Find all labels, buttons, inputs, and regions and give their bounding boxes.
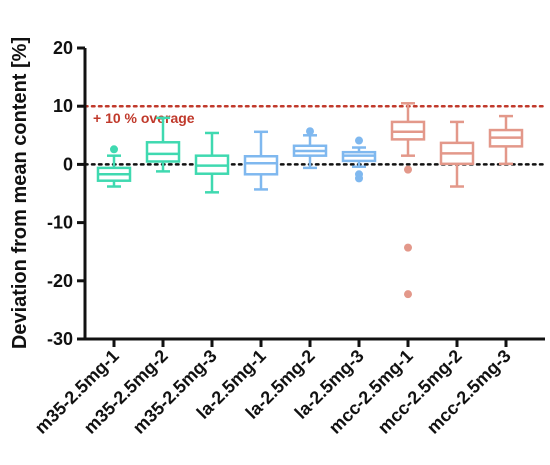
outlier-point [355, 174, 363, 183]
box-mcc-2.5mg-3 [488, 114, 524, 166]
y-tick-label: 0 [63, 154, 73, 174]
box-m35-2.5mg-1 [96, 145, 132, 188]
outlier-point [404, 290, 412, 299]
reference-lines: + 10 % overage [83, 104, 547, 166]
box-m35-2.5mg-2 [145, 116, 181, 173]
box-mcc-2.5mg-1 [390, 102, 426, 299]
y-tick-label: -30 [47, 329, 73, 349]
outlier-point [404, 165, 412, 174]
outlier-point [355, 136, 363, 145]
reference-line-label: + 10 % overage [93, 110, 195, 126]
box-la-2.5mg-2 [292, 127, 328, 170]
y-tick-label: 10 [53, 96, 73, 116]
x-tick-label: m35-2.5mg-1 [31, 346, 123, 438]
box-m35-2.5mg-3 [194, 131, 230, 194]
y-tick-label: 20 [53, 38, 73, 58]
outlier-point [306, 127, 314, 136]
box-mcc-2.5mg-2 [439, 120, 475, 188]
y-tick-label: -20 [47, 271, 73, 291]
box-iqr [243, 155, 279, 176]
box-series [96, 102, 524, 299]
box-iqr [145, 141, 181, 163]
outlier-point [110, 145, 118, 154]
box-la-2.5mg-1 [243, 130, 279, 191]
axes: -30-20-1001020m35-2.5mg-1m35-2.5mg-2m35-… [31, 38, 545, 438]
y-tick-label: -10 [47, 213, 73, 233]
y-axis-title: Deviation from mean content [%] [9, 37, 31, 349]
box-la-2.5mg-3 [341, 136, 377, 183]
outlier-point [404, 243, 412, 252]
